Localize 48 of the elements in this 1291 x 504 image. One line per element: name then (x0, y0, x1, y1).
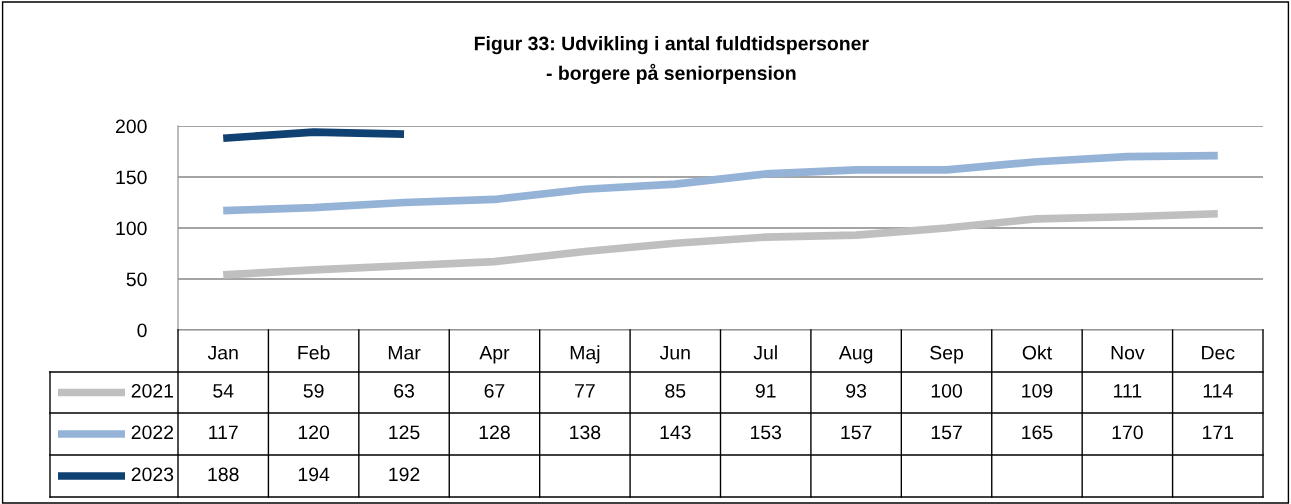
data-label: 59 (303, 383, 324, 398)
data-label: 194 (298, 467, 330, 482)
data-label: 157 (841, 425, 872, 440)
data-label: 54 (213, 384, 234, 398)
data-label: 143 (660, 425, 691, 440)
data-label: 170 (1112, 425, 1143, 440)
data-label: 85 (665, 383, 686, 398)
data-label: 67 (484, 383, 505, 398)
x-tick-label: Apr (479, 345, 510, 364)
x-tick-label: Jan (207, 345, 238, 360)
x-tick-label: Nov (1111, 345, 1145, 360)
x-tick-label: Feb (298, 345, 330, 360)
x-tick-label: Maj (570, 345, 600, 364)
data-label: 111 (1114, 384, 1142, 398)
data-label: 192 (389, 467, 420, 482)
y-tick-label: 150 (116, 170, 147, 185)
x-tick-label: Aug (838, 345, 873, 364)
data-label: 114 (1203, 384, 1233, 398)
data-label: 77 (575, 384, 595, 398)
legend-label: 2023 (131, 467, 174, 482)
x-tick-label: Okt (1022, 345, 1052, 360)
chart-title: Figur 33: Udvikling i antal fuldtidspersoner - borgere på seniorpension (474, 36, 869, 84)
data-label: 100 (931, 383, 962, 398)
y-tick-label: 50 (126, 272, 147, 287)
data-label: 138 (570, 425, 601, 440)
data-label: 188 (208, 467, 239, 482)
x-tick-label: Sep (930, 345, 964, 364)
data-label: 117 (209, 425, 238, 440)
data-label: 91 (755, 383, 776, 398)
data-label: 153 (750, 425, 782, 440)
legend-label: 2022 (131, 425, 174, 440)
x-tick-label: Jul (753, 345, 777, 360)
data-label: 125 (389, 425, 420, 440)
data-label: 171 (1203, 425, 1234, 440)
x-tick-label: Jun (659, 345, 690, 360)
data-label: 157 (931, 425, 962, 440)
data-label: 128 (479, 425, 510, 440)
data-label: 109 (1022, 383, 1053, 398)
data-label: 165 (1022, 425, 1053, 440)
x-tick-label: Mar (388, 345, 421, 360)
legend-label: 2021 (131, 383, 174, 398)
y-tick-label: 0 (137, 323, 147, 338)
data-label: 120 (298, 425, 330, 440)
data-label: 63 (394, 383, 414, 398)
data-label: 93 (846, 383, 867, 398)
y-tick-label: 100 (116, 221, 147, 236)
x-tick-label: Dec (1202, 345, 1235, 360)
y-tick-label: 200 (115, 119, 147, 134)
